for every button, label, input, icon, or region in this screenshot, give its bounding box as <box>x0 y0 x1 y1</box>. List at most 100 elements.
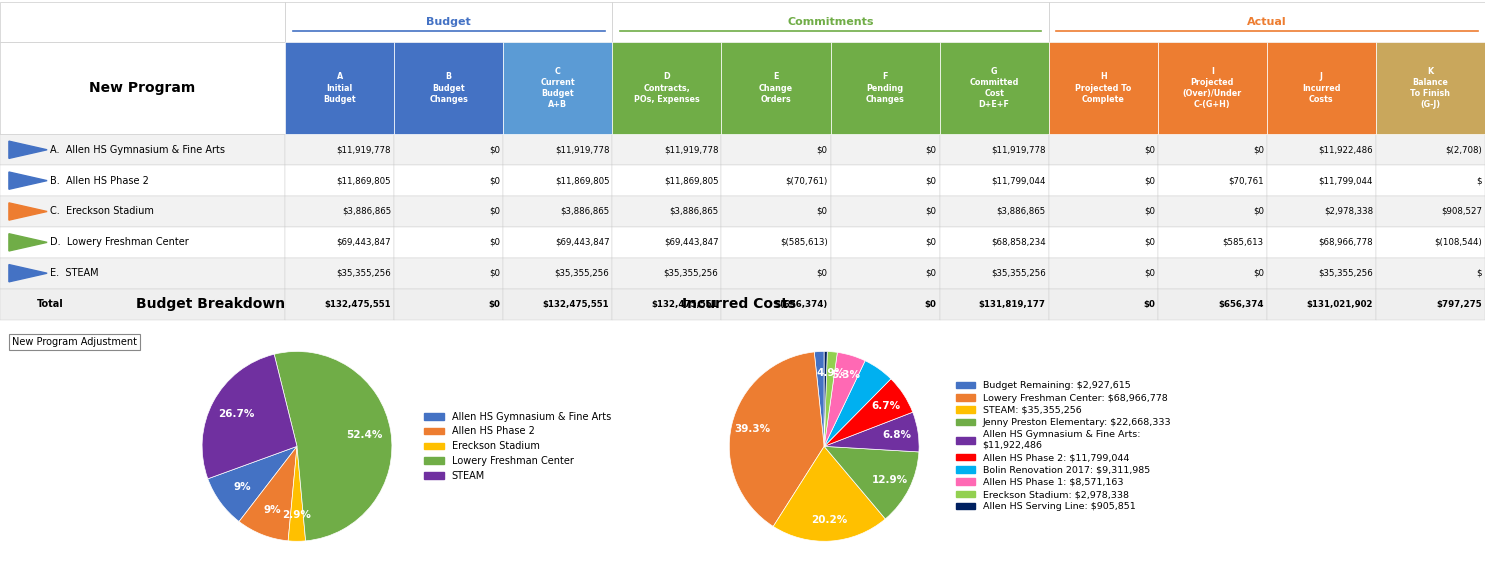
FancyBboxPatch shape <box>285 165 394 196</box>
FancyBboxPatch shape <box>1377 289 1485 320</box>
Text: $131,819,177: $131,819,177 <box>979 299 1045 308</box>
Text: $0: $0 <box>817 269 827 278</box>
Polygon shape <box>9 234 48 251</box>
FancyBboxPatch shape <box>940 196 1048 227</box>
Text: Total: Total <box>37 299 64 309</box>
Text: H
Projected To
Complete: H Projected To Complete <box>1075 72 1132 103</box>
Text: $35,355,256: $35,355,256 <box>990 269 1045 278</box>
Text: $68,858,234: $68,858,234 <box>990 238 1045 247</box>
FancyBboxPatch shape <box>1158 165 1267 196</box>
FancyBboxPatch shape <box>940 227 1048 258</box>
Text: $(656,374): $(656,374) <box>774 299 827 308</box>
Text: $132,475,551: $132,475,551 <box>652 299 719 308</box>
Text: A
Initial
Budget: A Initial Budget <box>324 72 356 103</box>
Text: K
Balance
To Finish
(G-J): K Balance To Finish (G-J) <box>1411 67 1451 109</box>
Wedge shape <box>729 352 824 527</box>
Text: $0: $0 <box>1253 269 1264 278</box>
Text: $70,761: $70,761 <box>1228 176 1264 185</box>
Wedge shape <box>208 446 297 521</box>
Text: $(585,613): $(585,613) <box>780 238 827 247</box>
FancyBboxPatch shape <box>1377 227 1485 258</box>
FancyBboxPatch shape <box>722 134 830 165</box>
Text: F
Pending
Changes: F Pending Changes <box>866 72 904 103</box>
FancyBboxPatch shape <box>722 227 830 258</box>
Legend: Allen HS Gymnasium & Fine Arts, Allen HS Phase 2, Ereckson Stadium, Lowery Fresh: Allen HS Gymnasium & Fine Arts, Allen HS… <box>420 408 615 485</box>
Polygon shape <box>9 172 48 189</box>
FancyBboxPatch shape <box>285 134 394 165</box>
FancyBboxPatch shape <box>1377 42 1485 134</box>
FancyBboxPatch shape <box>1048 227 1158 258</box>
Wedge shape <box>824 351 827 446</box>
Text: 6.7%: 6.7% <box>872 401 901 411</box>
Text: $585,613: $585,613 <box>1222 238 1264 247</box>
Text: $0: $0 <box>1143 269 1155 278</box>
FancyBboxPatch shape <box>1158 227 1267 258</box>
FancyBboxPatch shape <box>940 134 1048 165</box>
Text: $69,443,847: $69,443,847 <box>664 238 719 247</box>
Wedge shape <box>814 351 824 446</box>
Text: New Program Adjustment: New Program Adjustment <box>12 337 137 347</box>
Text: $0: $0 <box>1143 207 1155 216</box>
Wedge shape <box>824 353 866 446</box>
Text: 6.8%: 6.8% <box>882 430 912 440</box>
Text: C.  Ereckson Stadium: C. Ereckson Stadium <box>50 206 154 216</box>
Text: $0: $0 <box>817 145 827 154</box>
Text: B
Budget
Changes: B Budget Changes <box>429 72 468 103</box>
Text: $3,886,865: $3,886,865 <box>670 207 719 216</box>
FancyBboxPatch shape <box>0 134 285 165</box>
Text: 39.3%: 39.3% <box>734 424 771 434</box>
Text: $: $ <box>1476 176 1482 185</box>
Text: B.  Allen HS Phase 2: B. Allen HS Phase 2 <box>50 176 148 186</box>
FancyBboxPatch shape <box>1048 134 1158 165</box>
FancyBboxPatch shape <box>0 42 285 134</box>
Text: $3,886,865: $3,886,865 <box>996 207 1045 216</box>
FancyBboxPatch shape <box>1377 258 1485 289</box>
FancyBboxPatch shape <box>503 165 612 196</box>
FancyBboxPatch shape <box>940 258 1048 289</box>
Wedge shape <box>202 354 297 479</box>
FancyBboxPatch shape <box>722 258 830 289</box>
Text: $3,886,865: $3,886,865 <box>560 207 609 216</box>
Wedge shape <box>275 351 392 541</box>
FancyBboxPatch shape <box>394 134 503 165</box>
FancyBboxPatch shape <box>1158 258 1267 289</box>
Text: $0: $0 <box>490 207 500 216</box>
Wedge shape <box>824 379 913 446</box>
Legend: Budget Remaining: $2,927,615, Lowery Freshman Center: $68,966,778, STEAM: $35,35: Budget Remaining: $2,927,615, Lowery Fre… <box>952 377 1175 515</box>
Text: $0: $0 <box>1143 299 1155 308</box>
Wedge shape <box>774 446 885 541</box>
FancyBboxPatch shape <box>722 42 830 134</box>
FancyBboxPatch shape <box>722 165 830 196</box>
Text: 2.9%: 2.9% <box>282 510 312 520</box>
FancyBboxPatch shape <box>285 227 394 258</box>
Text: $11,799,044: $11,799,044 <box>990 176 1045 185</box>
Wedge shape <box>824 351 838 446</box>
Text: $: $ <box>1476 269 1482 278</box>
Text: $68,966,778: $68,966,778 <box>1319 238 1374 247</box>
Text: $69,443,847: $69,443,847 <box>337 238 391 247</box>
FancyBboxPatch shape <box>612 289 722 320</box>
Text: New Program: New Program <box>89 81 196 95</box>
FancyBboxPatch shape <box>1377 134 1485 165</box>
Text: $0: $0 <box>925 207 937 216</box>
FancyBboxPatch shape <box>1267 196 1377 227</box>
FancyBboxPatch shape <box>1158 134 1267 165</box>
Text: $0: $0 <box>925 145 937 154</box>
FancyBboxPatch shape <box>830 42 940 134</box>
FancyBboxPatch shape <box>940 289 1048 320</box>
Text: 9%: 9% <box>263 505 281 515</box>
Text: $(2,708): $(2,708) <box>1445 145 1482 154</box>
FancyBboxPatch shape <box>1158 196 1267 227</box>
FancyBboxPatch shape <box>0 227 285 258</box>
Text: 5.3%: 5.3% <box>832 371 860 380</box>
FancyBboxPatch shape <box>503 196 612 227</box>
FancyBboxPatch shape <box>285 42 394 134</box>
Text: Budget Breakdown: Budget Breakdown <box>135 297 285 311</box>
FancyBboxPatch shape <box>830 196 940 227</box>
Polygon shape <box>9 264 48 282</box>
Text: Incurred Costs: Incurred Costs <box>682 297 796 311</box>
FancyBboxPatch shape <box>612 227 722 258</box>
FancyBboxPatch shape <box>830 258 940 289</box>
Text: $35,355,256: $35,355,256 <box>664 269 719 278</box>
Text: $0: $0 <box>489 299 500 308</box>
